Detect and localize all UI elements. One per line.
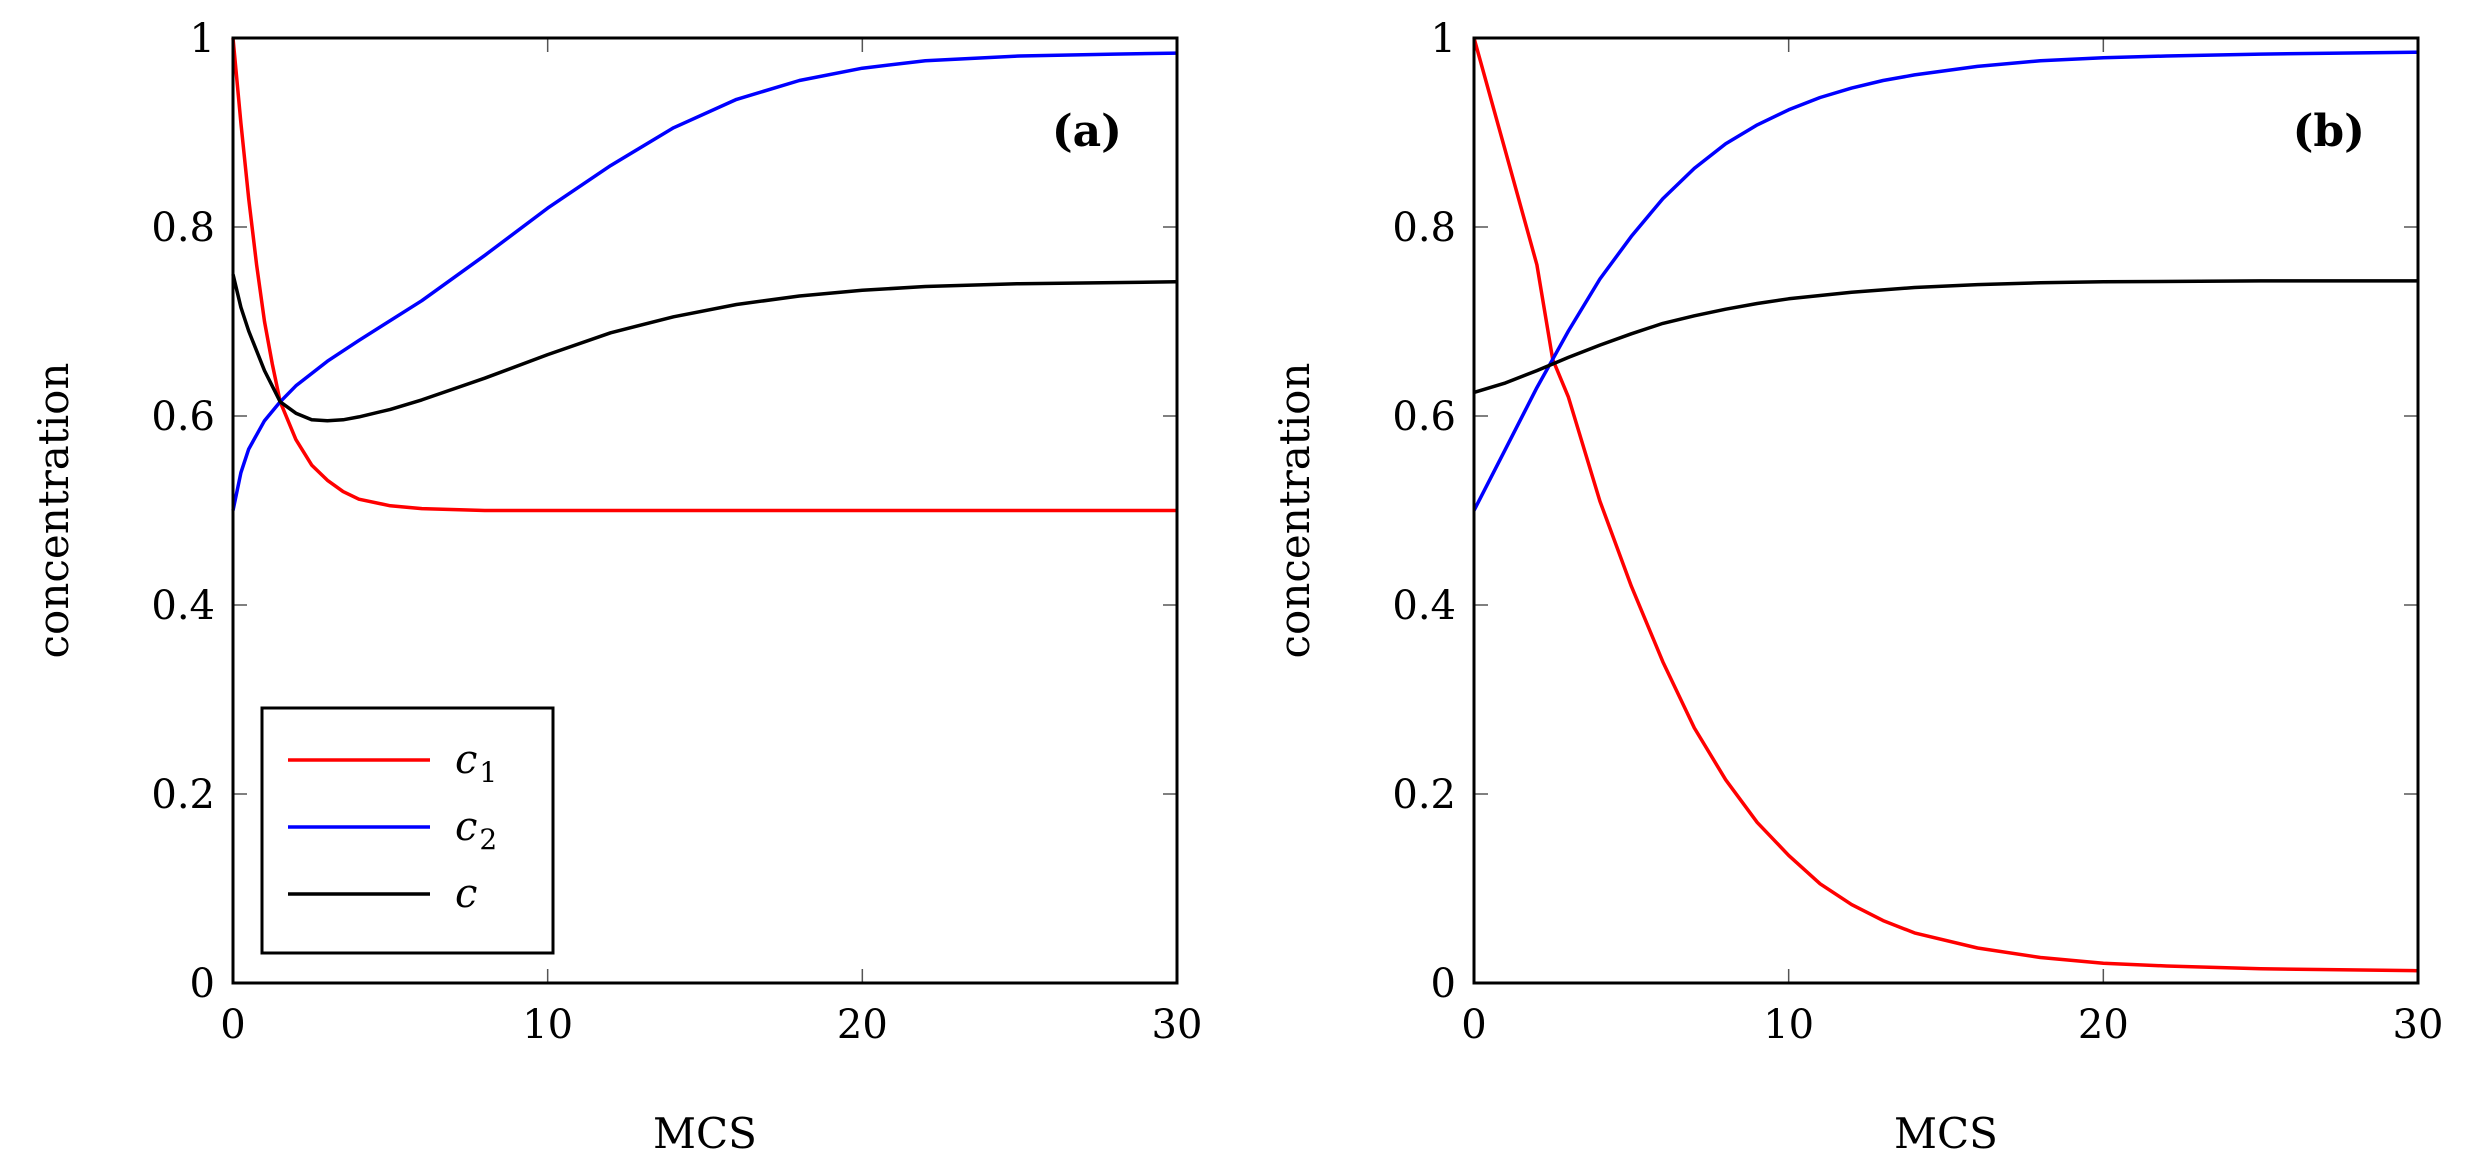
- x-tick-label: 20: [837, 1002, 888, 1048]
- y-tick-label: 1: [190, 16, 215, 62]
- y-tick-label: 0.8: [151, 205, 215, 251]
- x-tick-label: 30: [1152, 1002, 1203, 1048]
- y-tick-label: 0: [1431, 961, 1456, 1007]
- x-tick-label: 10: [1763, 1002, 1814, 1048]
- y-axis-title: concentration: [29, 363, 78, 659]
- panel-b: 0 10 20 30 0 0.2 0.4 0.6 0.8 1 MCS concentration (b): [1270, 16, 2443, 1158]
- legend-box: [260, 706, 555, 955]
- y-tick-label: 0.2: [1392, 772, 1456, 818]
- series-line-c: [231, 273, 1178, 423]
- panel-tag: (b): [2293, 106, 2365, 157]
- x-tick-label: 30: [2393, 1002, 2444, 1048]
- x-tick-label: 0: [1461, 1002, 1486, 1048]
- y-tick-label: 0.8: [1392, 205, 1456, 251]
- series-line-c2: [1472, 50, 2419, 512]
- x-axis-title: MCS: [653, 1109, 757, 1158]
- y-tick-label: 0.4: [151, 583, 215, 629]
- plot-frame: [1472, 36, 2420, 985]
- panel-tag: (a): [1052, 106, 1122, 157]
- x-tick-label: 0: [220, 1002, 245, 1048]
- y-axis-title: concentration: [1270, 363, 1319, 659]
- series-line-c1: [1472, 37, 2419, 973]
- series-line-c: [1473, 279, 2418, 395]
- x-tick-label: 20: [2078, 1002, 2129, 1048]
- plot-frame: [231, 36, 1179, 985]
- y-tick-label: 0: [190, 961, 215, 1007]
- panel-a: 0 10 20 30 0 0.2 0.4 0.6 0.8 1 MCS concentration (a)…: [29, 16, 1202, 1158]
- x-tick-label: 10: [522, 1002, 573, 1048]
- series-line-c2: [231, 51, 1178, 511]
- legend-label-c: c: [455, 871, 477, 917]
- x-axis-title: MCS: [1894, 1109, 1998, 1158]
- series-line-c1: [231, 37, 1177, 513]
- y-tick-label: 0.6: [1392, 394, 1456, 440]
- y-tick-label: 0.6: [151, 394, 215, 440]
- y-tick-label: 1: [1431, 16, 1456, 62]
- y-tick-label: 0.2: [151, 772, 215, 818]
- y-tick-label: 0.4: [1392, 583, 1456, 629]
